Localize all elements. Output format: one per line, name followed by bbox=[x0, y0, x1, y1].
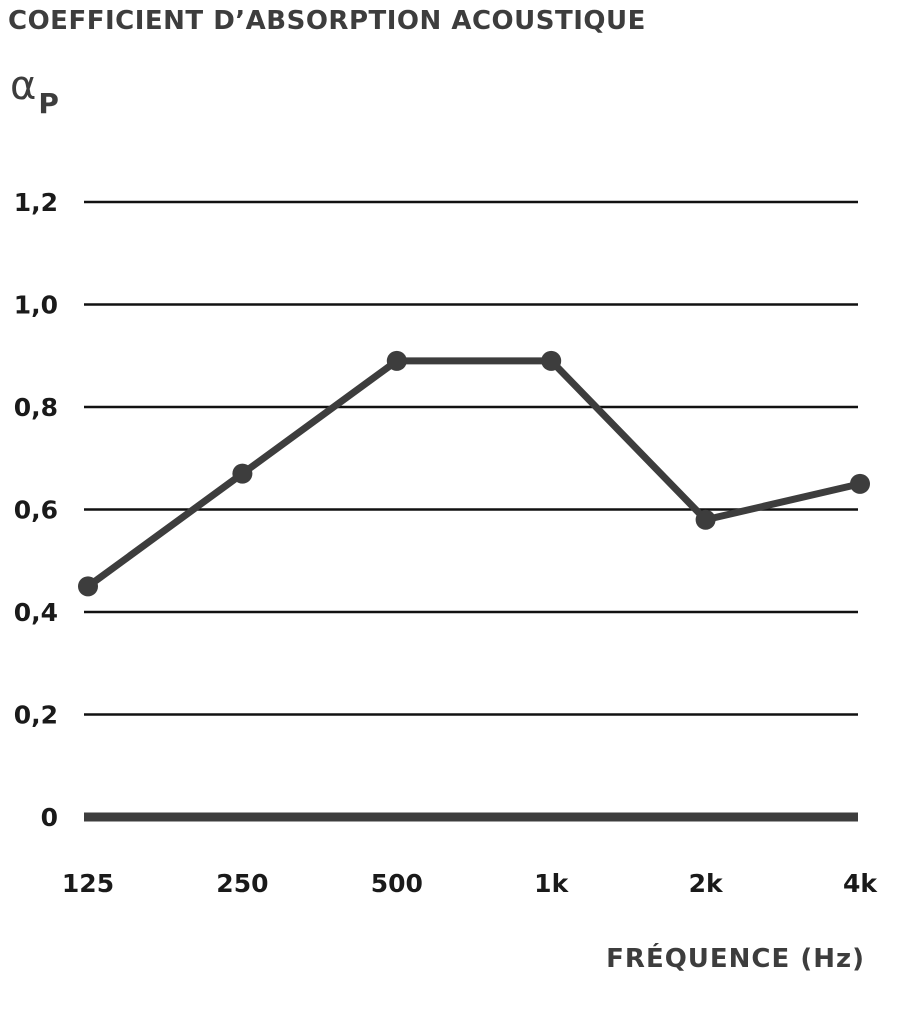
chart-title: COEFFICIENT D’ABSORPTION ACOUSTIQUE bbox=[8, 6, 646, 36]
x-tick-label: 250 bbox=[216, 869, 268, 898]
data-series bbox=[78, 350, 870, 597]
y-axis-subscript: P bbox=[38, 87, 59, 120]
y-tick-label: 0,8 bbox=[14, 393, 58, 422]
data-point bbox=[386, 350, 407, 371]
y-tick-labels: 0 0,2 0,4 0,6 0,8 1,0 1,2 bbox=[14, 188, 58, 832]
data-point bbox=[541, 350, 562, 371]
data-point bbox=[78, 576, 98, 597]
x-tick-label: 125 bbox=[62, 869, 114, 898]
x-tick-label: 500 bbox=[371, 869, 423, 898]
grid-lines bbox=[84, 200, 858, 822]
x-axis-label: FRÉQUENCE (Hz) bbox=[606, 944, 865, 974]
y-axis-symbol: α bbox=[10, 63, 37, 109]
y-tick-label: 0,4 bbox=[14, 598, 58, 627]
x-tick-label: 1k bbox=[534, 869, 569, 898]
data-point bbox=[695, 509, 716, 530]
data-point bbox=[232, 463, 253, 484]
x-tick-labels: 125 250 500 1k 2k 4k bbox=[62, 869, 878, 898]
y-tick-label: 1,2 bbox=[14, 188, 58, 217]
x-tick-label: 4k bbox=[843, 869, 878, 898]
y-axis-label: αP bbox=[10, 63, 59, 118]
series-line bbox=[84, 357, 864, 590]
y-tick-label: 0,2 bbox=[14, 701, 58, 730]
y-tick-label: 0 bbox=[41, 803, 58, 832]
x-tick-label: 2k bbox=[689, 869, 724, 898]
data-point bbox=[850, 473, 870, 494]
y-tick-label: 0,6 bbox=[14, 496, 58, 525]
y-tick-label: 1,0 bbox=[14, 291, 58, 320]
